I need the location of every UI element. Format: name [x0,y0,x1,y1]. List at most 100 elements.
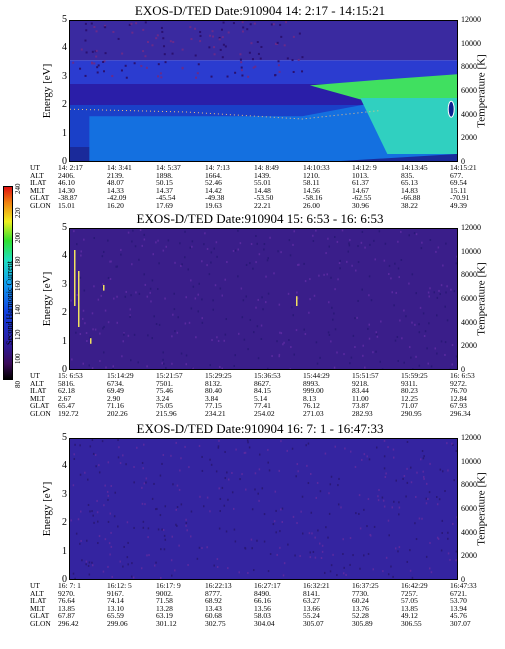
spectrogram-pixel [127,231,130,234]
spectrogram-pixel [133,333,136,336]
orbit-row: ILAT 76.64 74.14 71.58 68.92 66.16 63.27 60.24 5… [30,597,470,605]
spectrogram-pixel [178,544,180,547]
orbit-row: ILAT 46.10 48.07 50.15 52.46 55.01 58.11 61.37 6… [30,179,470,187]
spectrogram-pixel [446,319,449,322]
spectrogram-pixel [213,53,216,56]
spectrogram-pixel [192,367,194,369]
spectrogram-pixel [199,30,202,33]
spectrogram-pixel [101,440,104,443]
spectrogram-pixel [455,550,457,553]
orbit-cell: 14:15:21 [450,163,477,172]
spectrogram-pixel [157,239,159,242]
spectrogram-pixel [165,367,167,369]
spectrogram-pixel [102,70,105,73]
spectrogram-pixel [368,275,371,278]
high-temperature-point [447,100,455,118]
spectrogram-pixel [239,242,242,245]
spectrogram-pixel [330,276,332,279]
spectrogram-pixel [101,255,104,258]
orbit-cell: 8.13 [303,393,317,403]
spectrogram-pixel [421,241,423,244]
spectrogram-pixel [278,353,281,356]
spectrogram-pixel [392,448,395,451]
orbit-row-label: UT [30,581,40,590]
spectrogram-pixel [307,442,310,445]
spectrogram-pixel [209,364,212,367]
spectrogram-pixel [419,306,422,309]
spectrogram-pixel [180,352,183,355]
spectrogram-pixel [74,577,76,579]
orbit-cell: 8993. [303,378,320,388]
spectrogram-pixel [422,457,425,460]
spectrogram-pixel [421,450,424,453]
orbit-cell: 15:14:29 [107,371,134,380]
spectrogram-pixel [104,52,107,55]
orbit-cell: 71.58 [156,596,173,606]
spectrogram-pixel [296,291,298,294]
spectrogram-pixel [446,442,448,445]
spectrogram-pixel [137,361,139,364]
orbit-cell: 14:12: 9 [352,163,377,172]
orbit-cell: 15:29:25 [205,371,232,380]
orbit-cell: 192.72 [58,408,79,418]
y-tick-label: 1 [62,335,67,347]
spectrogram-pixel [241,21,244,24]
spectrogram-pixel [274,42,277,45]
spectrogram-pixel [201,455,203,458]
spectrogram-pixel [113,515,116,518]
spectrogram-pixel [107,498,109,501]
spectrogram-pixel [227,498,229,501]
spectrogram-pixel [444,305,446,308]
spectrogram-pixel [185,354,188,357]
orbit-cell: 1439. [254,170,271,180]
spectrogram-pixel [357,245,359,248]
spectrogram-pixel [226,471,228,474]
spectrogram-pixel [251,547,253,550]
spectrogram-pixel [130,575,133,578]
spectrogram-pixel [144,503,146,506]
spectrogram-pixel [320,557,323,560]
spectrogram-pixel [95,465,97,468]
spectrogram-pixel [163,548,166,551]
spectrogram-pixel [142,526,145,529]
spectrogram-pixel [251,58,254,61]
spectrogram-pixel [334,445,337,448]
spectrogram-pixel [279,546,281,549]
spectrogram-pixel [233,528,236,531]
orbit-cell: 17.69 [156,200,173,210]
orbit-cell: 63.19 [156,611,173,621]
spectrogram-pixel [85,29,88,32]
y2-tick-label: 2000 [461,551,477,561]
spectrogram-pixel [348,242,350,245]
spectrogram-pixel [102,570,105,573]
orbit-cell: 282.93 [352,408,373,418]
spectrogram-pixel [189,535,192,538]
spectrogram-pixel [70,299,72,302]
spectrogram-canvas [70,439,457,579]
orbit-row-label: GLON [30,408,51,418]
orbit-cell: 76.12 [303,401,320,411]
orbit-cell: 254.02 [254,408,275,418]
spectrogram-pixel [94,453,97,456]
spectrogram-pixel [217,446,220,449]
spectrogram-pixel [133,62,136,65]
spectrogram-pixel [72,61,75,64]
spectrogram-pixel [76,243,78,246]
energy-band [70,60,457,84]
panel-title: EXOS-D/TED Date:910904 14: 2:17 - 14:15:… [134,3,386,18]
spectrogram-pixel [120,253,122,256]
spectrogram-pixel [299,555,301,558]
spectrogram-pixel [219,287,222,290]
spectrogram-pixel [441,531,443,534]
energy-region [89,91,457,161]
spectrogram-pixel [216,566,219,569]
orbit-cell: 62.18 [58,386,75,396]
spectrogram-pixel [131,31,134,34]
spectrogram-pixel [415,233,418,236]
spectrogram-pixel [309,472,312,475]
spectrogram-pixel [79,332,82,335]
spectrogram-pixel [210,261,212,264]
orbit-cell: 14: 3:41 [107,163,132,172]
spectrogram-pixel [307,482,310,485]
spectrogram-pixel [91,439,94,442]
